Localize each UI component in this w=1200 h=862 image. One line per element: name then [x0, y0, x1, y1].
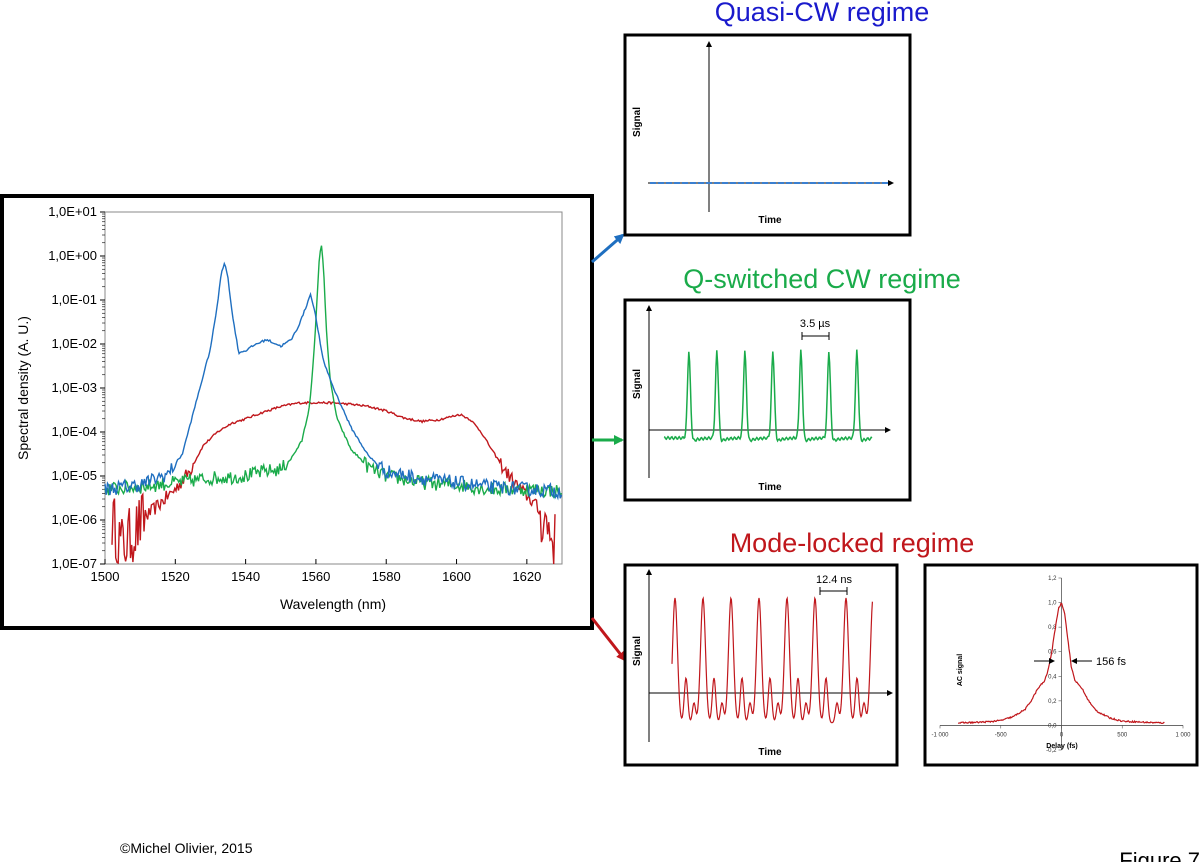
qswitched-y-label: Signal [632, 369, 643, 399]
arrow-to-quasi-cw [591, 233, 625, 264]
spectrum-series [104, 245, 563, 565]
autocorr-x-tick-label: -1 000 [931, 732, 949, 738]
spectrum-y-tick-label: 1,0E-07 [51, 556, 97, 571]
autocorr-y-tick-label: 1,0 [1048, 601, 1057, 607]
autocorr-y-tick-label: 0,8 [1048, 625, 1057, 631]
spectrum-y-tick-label: 1,0E-04 [51, 424, 97, 439]
spectrum-plot: 1,0E-07 1,0E-06 1,0E-05 1,0E-04 1,0E-03 1,0E-… [15, 204, 563, 612]
spectrum-y-tick-label: 1,0E-05 [51, 468, 97, 483]
spectrum-y-ticks: 1,0E-07 1,0E-06 1,0E-05 1,0E-04 1,0E-03 1,0E-… [48, 204, 105, 571]
modelocked-period-label: 12.4 ns [816, 574, 853, 586]
spectrum-x-ticks: 1500 1520 1540 1560 1580 1600 1620 [91, 559, 541, 584]
spectrum-x-tick-label: 1580 [372, 569, 401, 584]
autocorr-y-tick-label: 0,6 [1048, 650, 1057, 656]
autocorr-x-tick-label: 0 [1060, 732, 1064, 738]
qswitched-x-label: Time [758, 482, 782, 493]
spectrum-x-tick-label: 1620 [512, 569, 541, 584]
modelocked-x-label: Time [758, 747, 782, 758]
arrow-to-modelocked [590, 617, 627, 662]
autocorr-box [923, 563, 1199, 767]
autocorr-y-label: AC signal [957, 654, 964, 686]
autocorr-x-tick-label: -500 [995, 732, 1008, 738]
autocorr-series-line [957, 602, 1165, 725]
autocorr-series [957, 602, 1165, 725]
spectrum-box [0, 194, 594, 630]
spectrum-x-tick-label: 1540 [231, 569, 260, 584]
qswitched-trace [663, 349, 873, 443]
qswitched-title: Q-switched CW regime [683, 264, 961, 294]
spectrum-x-tick-label: 1520 [161, 569, 190, 584]
qswitched-period-label: 3.5 µs [800, 318, 831, 330]
figure-label: Figure 7 [1119, 848, 1200, 862]
spectrum-x-tick-label: 1560 [301, 569, 330, 584]
autocorr-fwhm-label: 156 fs [1096, 656, 1126, 668]
spectrum-x-tick-label: 1600 [442, 569, 471, 584]
autocorr-axes: -0,2 0,0 0,2 0,4 0,6 0,8 1,0 1,2 -1 000 -500 0 500 1… [931, 576, 1191, 754]
spectrum-y-tick-label: 1,0E-03 [51, 380, 97, 395]
autocorr-y-tick-label: -0,2 [1046, 748, 1057, 754]
quasi-cw-y-label: Signal [632, 107, 643, 137]
autocorr-y-tick-label: 0,0 [1048, 723, 1057, 729]
spectrum-y-tick-label: 1,0E-01 [51, 292, 97, 307]
spectrum-y-label: Spectral density (A. U.) [15, 316, 31, 460]
autocorr-y-tick-label: 0,4 [1048, 674, 1057, 680]
modelocked-trace [671, 596, 873, 724]
spectrum-y-tick-label: 1,0E+00 [48, 248, 97, 263]
modelocked-box [623, 563, 899, 767]
spectrum-x-label: Wavelength (nm) [280, 596, 386, 612]
spectrum-y-tick-label: 1,0E-02 [51, 336, 97, 351]
copyright-text: ©Michel Olivier, 2015 [120, 840, 253, 856]
spectrum-x-tick-label: 1500 [91, 569, 120, 584]
quasi-cw-box [623, 33, 912, 237]
spectrum-series-line [104, 261, 563, 501]
quasi-cw-x-label: Time [758, 215, 782, 226]
spectrum-series-line [104, 245, 563, 499]
modelocked-y-label: Signal [632, 636, 643, 666]
qswitched-box [623, 298, 912, 502]
autocorr-x-tick-label: 1 000 [1175, 732, 1191, 738]
autocorr-y-tick-label: 1,2 [1048, 576, 1057, 582]
spectrum-y-tick-label: 1,0E-06 [51, 512, 97, 527]
quasi-cw-title: Quasi-CW regime [715, 0, 930, 27]
autocorr-y-tick-label: 0,2 [1048, 699, 1057, 705]
modelocked-title: Mode-locked regime [730, 528, 975, 558]
spectrum-y-tick-label: 1,0E+01 [48, 204, 97, 219]
autocorr-x-label: Delay (fs) [1046, 743, 1078, 750]
autocorr-x-tick-label: 500 [1117, 732, 1128, 738]
